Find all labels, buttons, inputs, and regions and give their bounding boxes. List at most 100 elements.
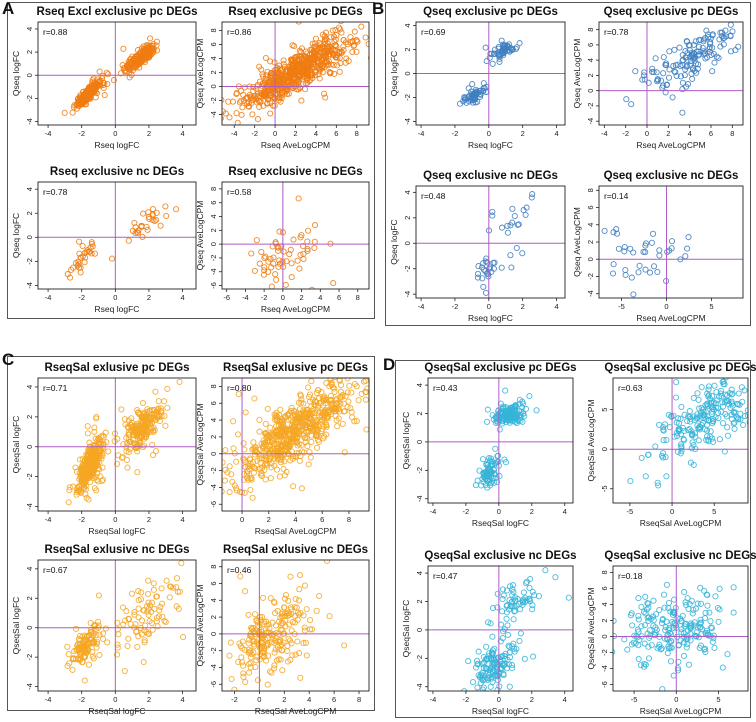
x-tick-label: 0 xyxy=(487,302,491,311)
data-point xyxy=(95,435,102,442)
data-point xyxy=(624,646,631,653)
data-point xyxy=(76,632,84,640)
x-tick-label: 8 xyxy=(347,515,351,524)
data-point xyxy=(690,394,697,402)
data-point xyxy=(287,656,294,663)
data-point xyxy=(316,39,323,47)
data-point xyxy=(477,90,484,98)
chart-7: Qseq exclusive nc DEGs -4 -2 0 2 4 -4 -2 0 2 4 Rseq… xyxy=(389,170,566,323)
data-point xyxy=(281,451,288,458)
x-tick-label: 0 xyxy=(113,515,117,524)
data-point xyxy=(305,67,312,74)
data-point xyxy=(293,420,301,427)
data-point xyxy=(85,661,92,668)
data-point xyxy=(307,617,314,624)
data-point xyxy=(306,55,313,62)
data-point xyxy=(697,412,704,419)
data-point xyxy=(247,659,254,666)
data-point xyxy=(125,616,132,623)
data-point xyxy=(695,61,702,68)
data-point xyxy=(730,584,737,591)
data-point xyxy=(296,431,303,438)
data-point xyxy=(225,98,232,105)
data-point xyxy=(283,91,291,98)
data-point xyxy=(461,688,468,691)
data-point xyxy=(275,247,282,254)
data-point xyxy=(93,413,100,421)
data-point xyxy=(84,423,91,430)
x-tick-label: 0 xyxy=(113,293,117,302)
plot-frame xyxy=(427,565,574,692)
data-point xyxy=(504,229,511,236)
plot-frame xyxy=(415,185,566,299)
data-point xyxy=(322,396,330,403)
data-point xyxy=(678,447,685,454)
data-point xyxy=(280,79,287,86)
y-tick-label: 4 xyxy=(209,418,218,422)
data-point xyxy=(294,616,301,623)
data-point xyxy=(353,48,360,55)
chart-6: Qseq exclusive pc DEGs -4 -2 0 2 4 6 8 -4 -2 0 2 4 6 8… xyxy=(572,6,744,150)
y-tick-label: 4 xyxy=(586,223,595,227)
data-point xyxy=(296,586,303,593)
data-point xyxy=(630,291,637,298)
data-point xyxy=(135,614,142,621)
data-point xyxy=(677,73,684,80)
data-point xyxy=(720,403,727,410)
data-point xyxy=(296,53,303,60)
data-point xyxy=(261,466,268,474)
data-point xyxy=(632,68,639,75)
data-point xyxy=(708,625,715,632)
y-tick-label: 0 xyxy=(586,89,595,93)
data-point xyxy=(509,415,516,422)
data-point xyxy=(669,94,676,101)
y-tick-label: 4 xyxy=(586,58,595,62)
data-point xyxy=(337,60,344,67)
data-point xyxy=(156,607,163,614)
data-point xyxy=(614,230,621,237)
data-point xyxy=(504,622,511,629)
data-point xyxy=(144,429,151,436)
data-point xyxy=(226,652,233,659)
data-point xyxy=(135,229,142,236)
data-point xyxy=(230,418,237,425)
data-point xyxy=(91,424,98,431)
panel-letter-c: C xyxy=(2,350,15,369)
data-point xyxy=(642,610,649,617)
data-point xyxy=(349,414,356,421)
data-point xyxy=(699,44,706,52)
data-point xyxy=(724,397,731,404)
x-axis-label: RseqSal logFC xyxy=(88,526,145,536)
data-point xyxy=(339,420,346,427)
data-point xyxy=(509,665,516,672)
data-point xyxy=(273,440,280,447)
data-point xyxy=(296,650,303,657)
data-point xyxy=(511,212,518,220)
data-point xyxy=(247,93,254,100)
data-point xyxy=(86,439,93,446)
data-point xyxy=(266,446,273,453)
x-tick-label: 0 xyxy=(113,129,117,138)
y-tick-label: 0 xyxy=(25,626,34,630)
data-point xyxy=(323,431,330,438)
data-point xyxy=(191,553,196,558)
data-point xyxy=(341,449,348,456)
plot-frame xyxy=(37,559,197,692)
x-tick-label: 2 xyxy=(530,695,534,704)
x-tick-label: -4 xyxy=(418,129,425,138)
chart-title: Rseq exclusive pc DEGs xyxy=(228,6,362,18)
data-point xyxy=(702,609,709,616)
data-point xyxy=(143,413,150,420)
data-point xyxy=(88,453,95,460)
data-point xyxy=(164,528,169,533)
panel-a-frame xyxy=(7,2,375,319)
data-point xyxy=(663,581,670,588)
data-point xyxy=(83,494,90,501)
data-point xyxy=(123,456,130,463)
data-point xyxy=(641,622,648,629)
data-point xyxy=(84,430,91,437)
data-point xyxy=(475,672,482,679)
data-point xyxy=(74,640,81,648)
x-tick-label: 2 xyxy=(147,293,151,302)
data-point xyxy=(253,657,260,664)
